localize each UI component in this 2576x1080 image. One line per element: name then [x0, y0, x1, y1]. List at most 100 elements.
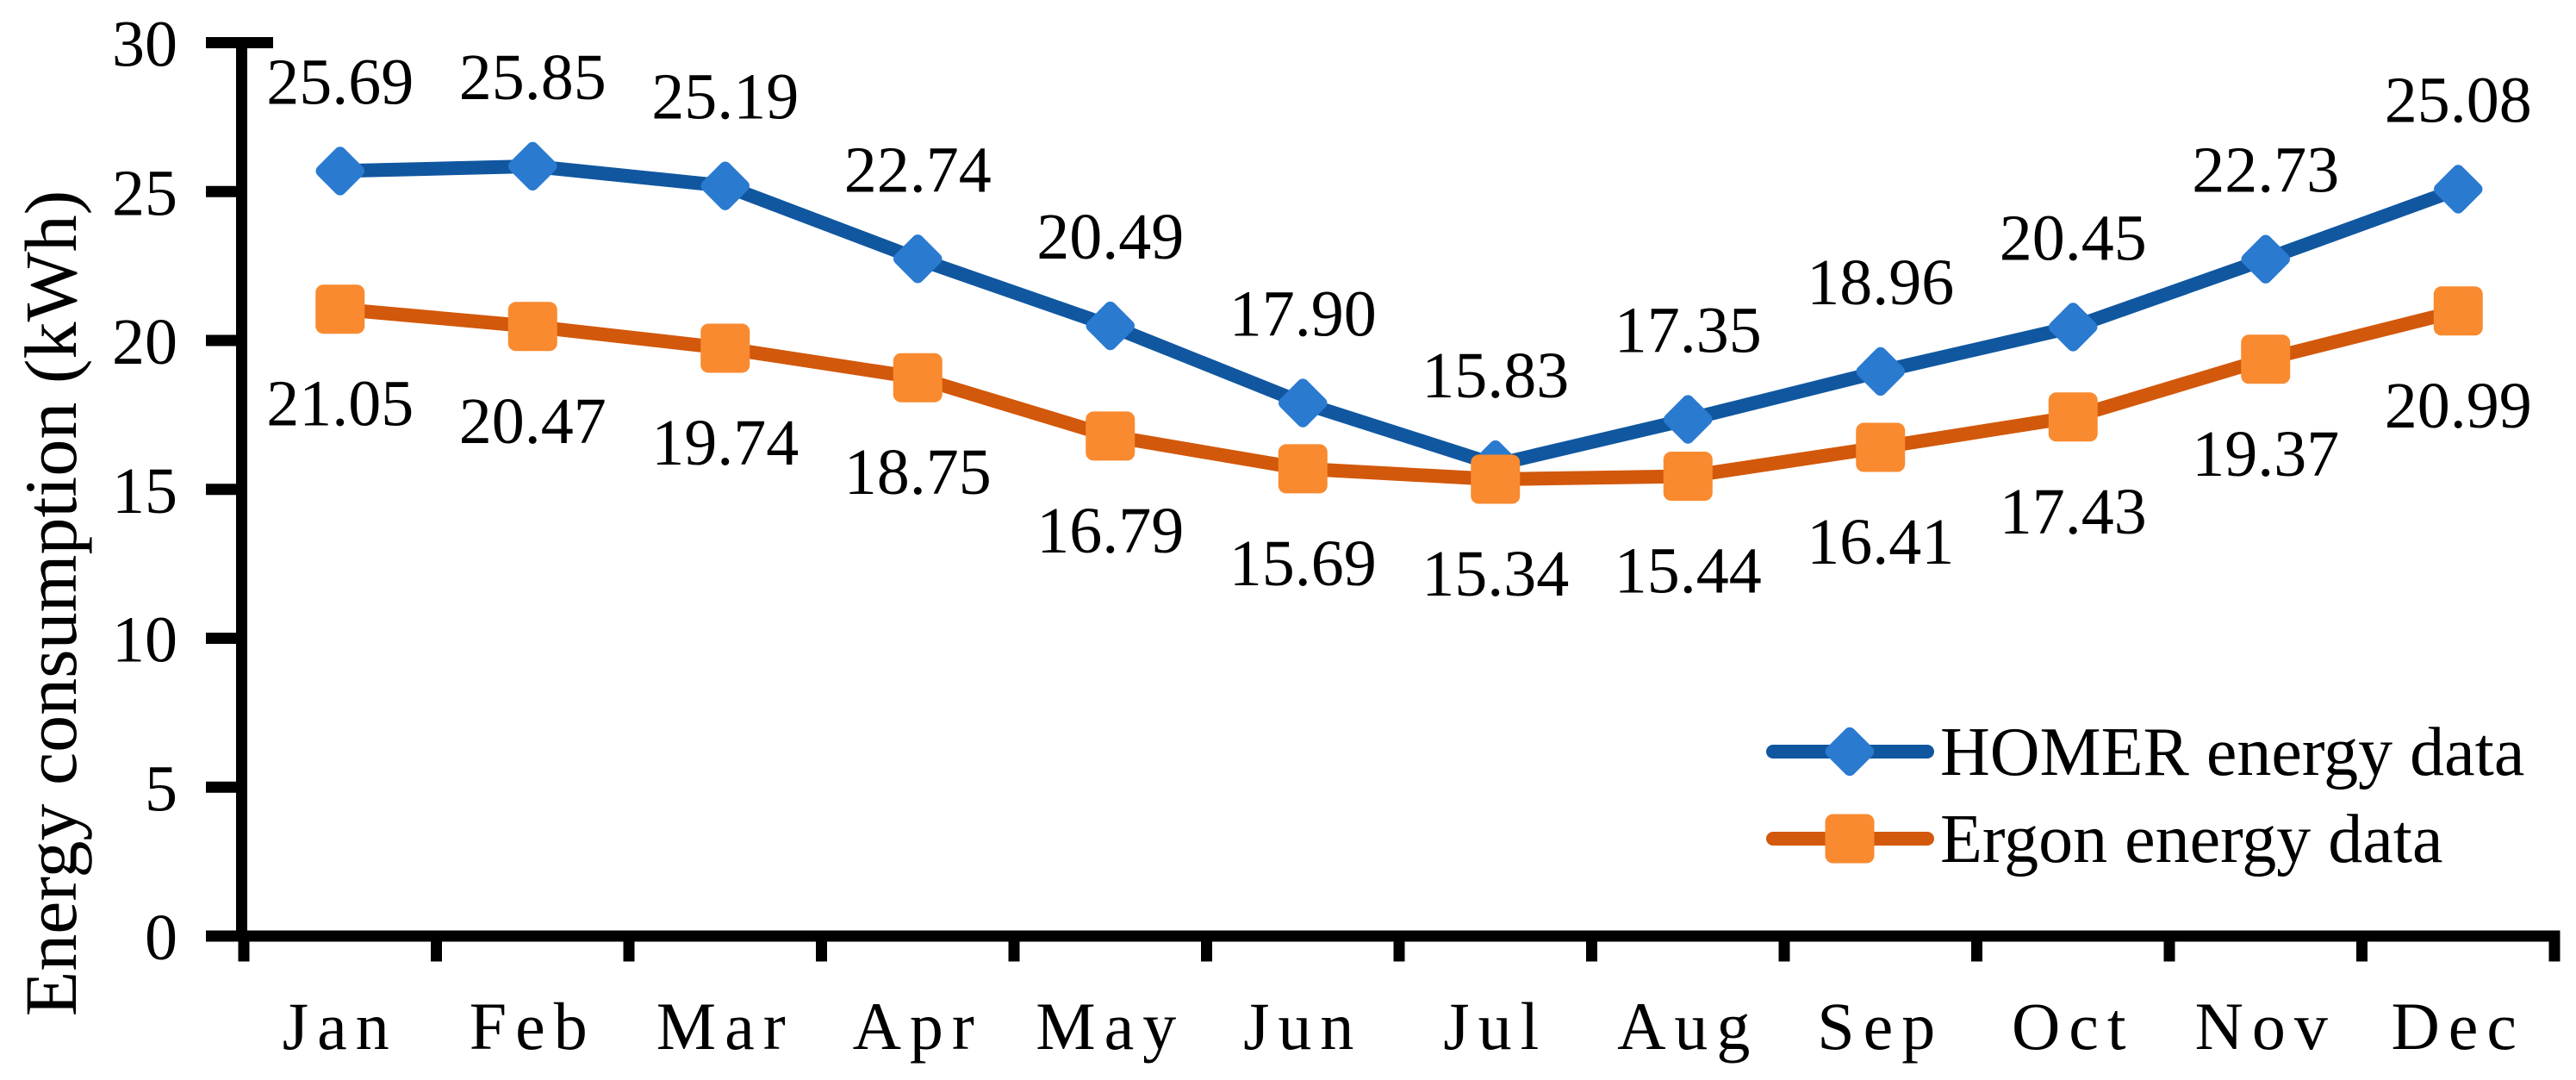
- data-point-marker-square: [1856, 422, 1906, 472]
- legend-label: HOMER energy data: [1940, 715, 2524, 790]
- data-point-label: 16.79: [1036, 495, 1184, 567]
- data-point-label: 17.90: [1229, 278, 1377, 351]
- data-point-label: 15.44: [1615, 535, 1762, 608]
- data-point-marker-diamond: [1664, 395, 1713, 444]
- series-homer-energy-data: 25.69 25.85 25.19 22.74 20.49 17.90 15.83 17.35…: [266, 41, 2532, 490]
- y-tick-label: 30: [112, 9, 177, 81]
- y-tick-label: 10: [112, 604, 177, 677]
- data-point-marker-square: [2433, 286, 2483, 336]
- data-point-marker-square: [507, 302, 557, 352]
- legend-label: Ergon energy data: [1940, 802, 2443, 877]
- data-point-label: 16.41: [1807, 506, 1954, 578]
- y-axis-tick: [206, 37, 236, 48]
- data-point-label: 15.83: [1422, 340, 1569, 412]
- y-axis-tick: [206, 930, 236, 942]
- x-axis-tick: [1393, 930, 1405, 962]
- data-point-marker-square: [1086, 411, 1136, 461]
- y-tick-label: 20: [112, 306, 177, 378]
- data-point-marker-diamond: [1279, 378, 1328, 428]
- x-axis-tick: [816, 930, 827, 962]
- x-tick-label: Jan: [283, 989, 398, 1064]
- legend-item-homer-energy-data: HOMER energy data: [1766, 715, 2524, 790]
- x-tick-label: Jul: [1443, 989, 1547, 1064]
- y-tick-label: 5: [145, 752, 177, 825]
- data-point-label: 17.35: [1615, 295, 1762, 367]
- y-tick-label: 25: [112, 157, 177, 229]
- data-point-marker-square: [2241, 334, 2291, 384]
- data-point-marker-diamond: [508, 141, 557, 191]
- data-point-marker-diamond: [315, 147, 364, 196]
- data-point-marker-square: [1663, 452, 1713, 502]
- y-tick-label: 15: [112, 455, 177, 528]
- x-axis-tick: [1008, 930, 1020, 962]
- x-axis: Jan Feb Mar Apr May Jun Jul Aug Sep Oct Nov Dec: [236, 930, 2560, 1064]
- data-point-label: 21.05: [266, 368, 414, 440]
- data-point-marker-diamond: [1086, 301, 1135, 351]
- data-point-label: 20.99: [2385, 370, 2532, 442]
- data-point-label: 18.75: [844, 436, 992, 509]
- x-axis-tick: [1201, 930, 1212, 962]
- x-axis-tick: [623, 930, 635, 962]
- y-tick-label: 0: [145, 902, 177, 974]
- x-tick-label: Apr: [853, 989, 983, 1064]
- y-axis-tick: [206, 633, 236, 644]
- data-point-marker-diamond: [2241, 234, 2290, 284]
- x-axis-tick: [1778, 930, 1790, 962]
- data-point-label: 20.47: [459, 385, 607, 458]
- legend-item-ergon-energy-data: Ergon energy data: [1766, 802, 2443, 877]
- data-point-label: 25.08: [2385, 64, 2532, 136]
- data-point-label: 20.49: [1036, 201, 1184, 273]
- data-point-marker-square: [700, 323, 750, 373]
- x-tick-label: Jun: [1243, 989, 1362, 1064]
- y-axis-tick: [206, 334, 236, 346]
- legend: HOMER energy data Ergon energy data: [1766, 715, 2524, 877]
- data-point-marker-square: [1278, 444, 1328, 494]
- y-axis-top-cap: [241, 37, 273, 48]
- x-axis-tick: [1586, 930, 1597, 962]
- data-point-label: 22.74: [844, 134, 992, 206]
- data-point-label: 19.37: [2192, 418, 2339, 490]
- x-axis-tick: [2163, 930, 2175, 962]
- data-point-label: 22.73: [2192, 134, 2339, 207]
- x-tick-label: Sep: [1817, 989, 1944, 1064]
- data-point-marker-square: [1471, 454, 1521, 504]
- x-axis-tick: [2548, 930, 2560, 962]
- data-point-label: 19.74: [651, 407, 799, 479]
- y-axis-tick: [206, 484, 236, 496]
- data-point-label: 15.34: [1422, 538, 1569, 610]
- data-point-label: 18.96: [1807, 247, 1954, 319]
- data-point-marker-square: [893, 353, 943, 403]
- y-axis: 0 5 10 15 20 25 30 Energy consumption (kWh): [9, 9, 273, 1017]
- x-axis-tick: [1971, 930, 1982, 962]
- data-point-marker-square: [2048, 392, 2098, 442]
- legend-marker-square: [1825, 814, 1875, 864]
- x-tick-label: Aug: [1617, 989, 1758, 1064]
- data-point-marker-diamond: [893, 234, 943, 284]
- x-tick-label: May: [1036, 989, 1185, 1064]
- x-axis-tick: [431, 930, 442, 962]
- data-point-marker-diamond: [2049, 303, 2098, 352]
- x-axis-tick: [238, 930, 250, 962]
- data-point-marker-diamond: [1856, 346, 1905, 396]
- y-axis-title: Energy consumption (kWh): [9, 190, 92, 1017]
- data-point-marker-diamond: [700, 161, 750, 210]
- data-point-marker-square: [315, 284, 365, 334]
- x-tick-label: Dec: [2391, 989, 2525, 1064]
- x-tick-label: Oct: [2012, 989, 2135, 1064]
- data-point-label: 20.45: [2000, 202, 2147, 274]
- x-tick-label: Mar: [656, 989, 794, 1064]
- data-point-label: 17.43: [2000, 476, 2147, 548]
- y-axis-line: [236, 37, 247, 942]
- series-line: [333, 302, 2466, 487]
- series-ergon-energy-data: 21.05 20.47 19.74 18.75 16.79 15.69 15.34 15.44…: [266, 284, 2532, 610]
- data-point-label: 25.19: [651, 61, 799, 134]
- x-tick-label: Nov: [2195, 989, 2336, 1064]
- x-axis-tick: [2356, 930, 2368, 962]
- data-point-marker-diamond: [2434, 165, 2483, 214]
- legend-marker-diamond: [1825, 727, 1875, 777]
- data-point-label: 25.85: [459, 41, 607, 114]
- data-point-label: 25.69: [266, 46, 414, 118]
- y-axis-tick: [206, 185, 236, 197]
